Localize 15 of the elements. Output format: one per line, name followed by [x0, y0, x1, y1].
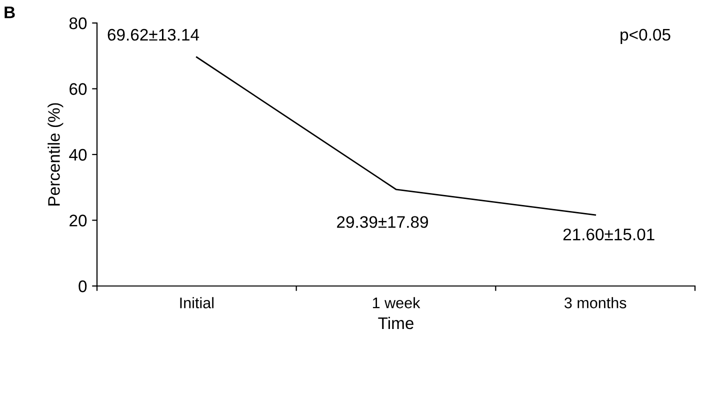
y-tick-label: 80: [69, 17, 87, 30]
x-tick-label: 1 week: [372, 297, 420, 308]
x-tick-label: Initial: [180, 297, 214, 308]
y-tick-label: 60: [70, 83, 87, 95]
y-axis-title: Percentile (%): [48, 103, 64, 206]
text: B: [4, 6, 15, 18]
y-tick-label: 40: [69, 148, 87, 161]
data-label: 69.62±13.14: [108, 28, 200, 41]
data-label: 29.39±17.89: [337, 216, 428, 228]
data-label: 21.60±15.01: [563, 228, 654, 240]
x-axis-title: Time: [378, 316, 414, 330]
annotation: p<0.05: [620, 28, 670, 44]
x-tick-label: 3 months: [564, 297, 626, 308]
y-tick-label: 0: [78, 280, 87, 292]
y-tick-label: 20: [70, 214, 87, 226]
